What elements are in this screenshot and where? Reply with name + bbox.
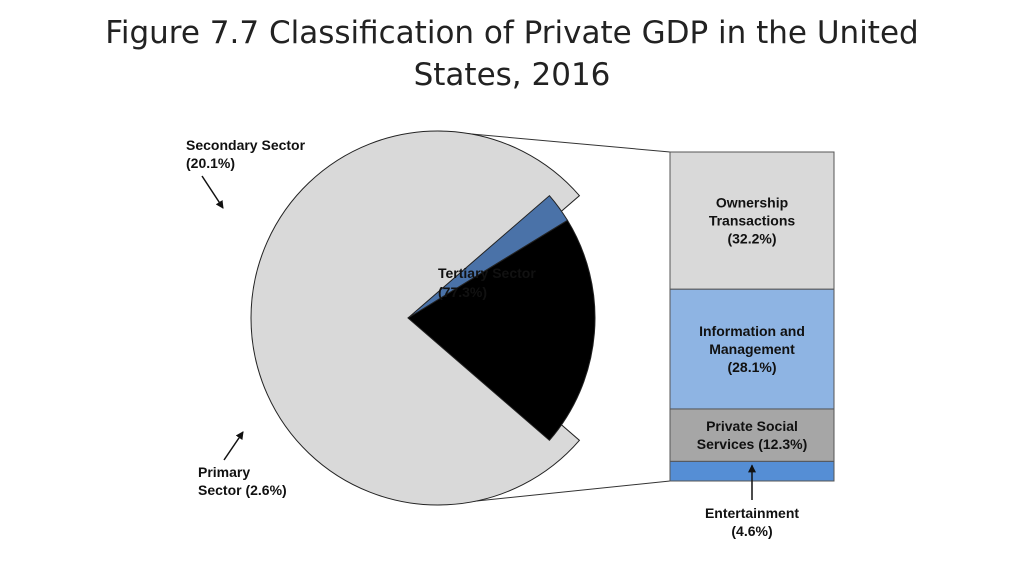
label-information-and-management: Information and Management (28.1%) bbox=[699, 323, 805, 375]
label-primary-sector: Primary Sector (2.6%) bbox=[198, 464, 287, 498]
page-title: Figure 7.7 Classification of Private GDP… bbox=[0, 12, 1024, 96]
bar-segment-information-and-management bbox=[669, 288, 835, 410]
pie-chart bbox=[250, 130, 596, 506]
pie-slice-secondary-sector bbox=[407, 219, 596, 442]
label-tertiary-sector-line: (77.3%) bbox=[438, 284, 487, 300]
stacked-bar-chart bbox=[669, 151, 835, 482]
label-private-social-services: Private Social Services (12.3%) bbox=[697, 418, 808, 452]
label-entertainment-line: (4.6%) bbox=[731, 523, 772, 539]
bar-segment-ownership-transactions bbox=[669, 151, 835, 290]
title-line-2: States, 2016 bbox=[413, 57, 611, 93]
label-secondary-sector-line: Secondary Sector bbox=[186, 137, 306, 153]
label-secondary-sector: Secondary Sector (20.1%) bbox=[186, 137, 306, 171]
label-ownership-transactions-line: Transactions bbox=[709, 213, 796, 229]
label-primary-sector-line: Sector (2.6%) bbox=[198, 482, 287, 498]
label-information-and-management-line: Management bbox=[709, 341, 795, 357]
arrow-primary-sector bbox=[223, 431, 244, 461]
pie-slice-primary-sector bbox=[407, 194, 569, 319]
label-ownership-transactions: Ownership Transactions (32.2%) bbox=[709, 195, 796, 247]
label-private-social-services-line: Services (12.3%) bbox=[697, 436, 808, 452]
label-ownership-transactions-line: (32.2%) bbox=[727, 231, 776, 247]
arrow-secondary-sector bbox=[201, 175, 224, 209]
label-tertiary-sector: Tertiary Sector (77.3%) bbox=[438, 265, 536, 300]
label-entertainment-line: Entertainment bbox=[705, 505, 799, 521]
label-secondary-sector-line: (20.1%) bbox=[186, 155, 235, 171]
bar-segment-private-social-services bbox=[669, 408, 835, 462]
label-ownership-transactions-line: Ownership bbox=[716, 195, 788, 211]
label-entertainment: Entertainment (4.6%) bbox=[705, 505, 799, 539]
label-primary-sector-line: Primary bbox=[198, 464, 250, 480]
title-line-1: Figure 7.7 Classification of Private GDP… bbox=[105, 15, 919, 51]
chart-labels: Tertiary Sector (77.3%) Secondary Sector (2… bbox=[186, 137, 807, 539]
label-information-and-management-line: Information and bbox=[699, 323, 805, 339]
label-information-and-management-line: (28.1%) bbox=[727, 359, 776, 375]
label-tertiary-sector-line: Tertiary Sector bbox=[438, 265, 536, 281]
label-private-social-services-line: Private Social bbox=[706, 418, 798, 434]
